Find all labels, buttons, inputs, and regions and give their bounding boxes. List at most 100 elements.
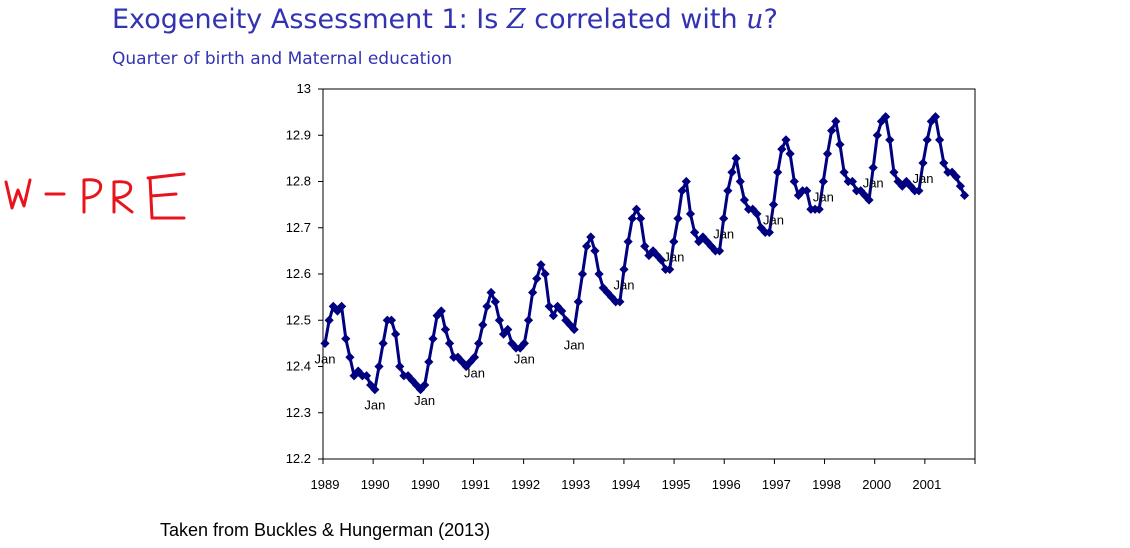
data-point-marker [694,237,704,247]
y-tick-label: 12.8 [286,174,311,189]
data-point-marker [627,213,637,224]
data-point-marker [706,241,716,251]
data-point-marker [901,176,912,187]
data-point-marker [930,112,941,122]
data-point-marker [685,209,696,219]
slide-subtitle: Quarter of birth and Maternal education [112,49,453,69]
x-tick-label: 2001 [912,477,941,492]
data-point-marker [648,246,658,256]
data-point-marker [482,301,492,311]
data-point-marker [420,380,430,390]
data-point-marker [959,190,970,200]
data-point-marker [831,116,841,126]
data-point-marker [341,334,351,344]
data-point-marker [440,324,451,335]
jan-point-label: Jan [464,365,485,380]
data-point-marker [847,176,858,187]
data-point-marker [640,241,650,251]
data-point-marker [856,186,866,196]
handwritten-e-stroke [146,172,186,220]
data-point-marker [822,149,833,159]
data-point-marker [337,301,347,311]
data-point-marker [478,320,488,330]
title-var-u: u [746,4,764,35]
jan-point-label: Jan [315,351,336,366]
data-point-marker [444,338,455,348]
data-point-marker [390,329,401,339]
x-tick-label: 1996 [712,477,741,492]
jan-point-label: Jan [813,190,834,205]
data-point-marker [436,306,446,316]
data-point-marker [582,241,592,251]
data-point-marker [818,176,828,187]
y-tick-label: 12.7 [286,220,311,235]
data-point-marker [615,297,625,307]
data-point-marker [536,260,546,270]
data-point-marker [569,324,579,335]
data-point-marker [827,126,837,136]
jan-point-label: Jan [763,213,784,228]
data-point-marker [876,116,887,126]
data-point-marker [731,153,741,163]
x-tick-label: 1989 [311,477,340,492]
jan-point-label: Jan [913,171,934,186]
data-point-marker [881,112,891,122]
handwritten-w-stroke [4,178,32,210]
source-caption: Taken from Buckles & Hungerman (2013) [160,520,491,540]
data-point-marker [789,176,799,187]
handwritten-r-stroke [112,180,134,214]
x-tick-label: 1998 [812,477,841,492]
data-point-marker [395,361,405,372]
data-point-marker [557,306,567,316]
data-point-marker [922,135,932,145]
data-point-marker [665,264,675,274]
x-tick-label: 1994 [611,477,640,492]
data-point-marker [926,116,936,126]
data-point-marker [955,181,965,191]
data-point-marker [424,357,434,367]
handwritten-p-stroke [82,178,103,214]
data-point-marker [951,172,961,182]
data-point-marker [727,167,737,177]
data-point-marker [636,213,646,224]
title-text-middle: correlated with [525,4,747,35]
data-point-marker [669,237,679,247]
data-point-marker [777,144,787,154]
data-point-marker [739,195,750,205]
data-point-marker [345,352,355,362]
data-point-marker [868,163,878,173]
chart-point-labels: Jan Jan Jan Jan Jan Jan Jan Jan Jan Jan Jan Jan Jan [315,171,934,413]
title-var-z: Z [506,4,526,35]
data-point-marker [723,186,733,196]
data-point-marker [885,135,895,145]
chart-axes: 12.2 12.3 12.4 12.5 12.6 12.7 12.8 12.9 13 1989 19… [286,81,976,492]
data-point-marker [785,149,795,159]
slide-title: Exogeneity Assessment 1: Is Z correlated… [112,4,778,35]
data-point-marker [914,186,924,196]
data-point-marker [324,315,334,325]
data-point-marker [939,158,949,168]
data-point-marker [573,297,583,307]
data-point-marker [507,338,517,348]
data-point-marker [714,246,725,256]
data-point-marker [631,204,642,214]
data-point-marker [719,213,729,224]
title-text-suffix: ? [763,4,778,35]
x-tick-label: 1990 [411,477,440,492]
x-tick-label: 1995 [662,477,691,492]
data-point-marker [889,167,899,177]
data-point-marker [677,186,687,196]
data-point-marker [428,334,438,344]
data-point-marker [523,315,534,325]
y-tick-label: 12.2 [286,451,311,466]
data-point-marker [548,311,559,321]
data-point-marker [540,269,550,279]
y-tick-label: 12.3 [286,405,311,420]
jan-point-label: Jan [364,398,385,413]
data-point-marker [814,204,824,214]
data-point-marker [918,158,928,168]
data-point-marker [532,274,542,284]
series-line [323,115,966,392]
data-point-marker [773,167,783,177]
